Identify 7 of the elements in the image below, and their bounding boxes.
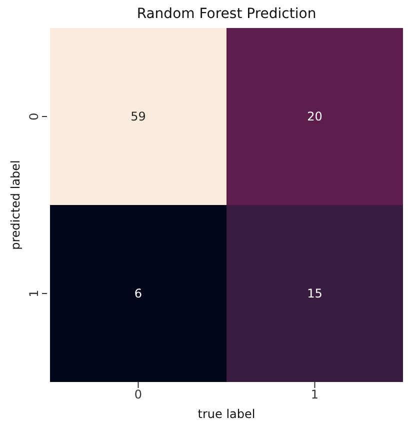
y-axis-title: predicted label	[8, 160, 22, 250]
chart-title: Random Forest Prediction	[136, 6, 318, 22]
data-label: 20	[307, 110, 322, 124]
data-label: 6	[134, 286, 142, 300]
data-label: 59	[130, 110, 146, 124]
x-axis-title: true label	[198, 407, 256, 421]
data-label: 15	[307, 286, 322, 300]
